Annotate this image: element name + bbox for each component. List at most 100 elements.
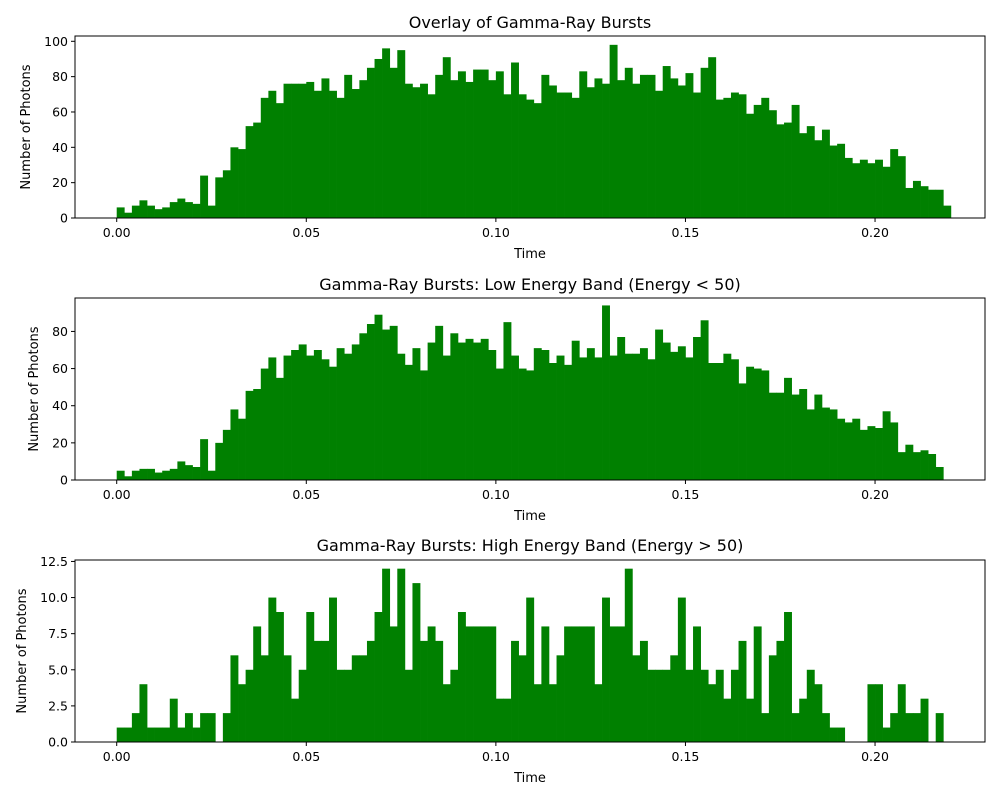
- histogram-bar: [859, 429, 868, 480]
- histogram-bar: [564, 92, 573, 218]
- histogram-bar: [473, 69, 482, 218]
- x-tick-label: 0.15: [672, 749, 700, 764]
- y-axis-label: Number of Photons: [27, 326, 42, 451]
- histogram-bar: [912, 180, 921, 218]
- histogram-bar: [518, 655, 527, 742]
- histogram-bar: [238, 418, 246, 480]
- x-tick-label: 0.00: [103, 749, 131, 764]
- histogram-bar: [556, 655, 565, 742]
- histogram-bar: [639, 74, 648, 219]
- histogram-bar: [632, 655, 641, 742]
- histogram-bar: [230, 655, 239, 742]
- plot-area-frame: [74, 297, 986, 481]
- histogram-bar: [594, 357, 603, 480]
- chart-overlay: Overlay of Gamma-Ray Bursts 0.00 0.05 0.10…: [19, 13, 986, 262]
- histogram-bar: [215, 177, 224, 218]
- y-tick-label: 40: [52, 398, 68, 413]
- histogram-bar: [761, 97, 770, 218]
- histogram-bar: [897, 452, 906, 480]
- histogram-bar: [457, 342, 466, 480]
- histogram-bar: [275, 377, 284, 480]
- histogram-bar: [511, 355, 519, 480]
- histogram-bar: [321, 78, 330, 218]
- x-tick-label: 0.20: [861, 749, 889, 764]
- axis-ticks: 0.00 0.05 0.10 0.15 0.20 0 20 40 60 80: [52, 324, 889, 502]
- y-tick-label: 60: [52, 104, 68, 119]
- x-tick-label: 0.00: [103, 225, 131, 240]
- histogram-bar: [814, 140, 823, 218]
- histogram-bar: [533, 348, 542, 480]
- chart-title: Overlay of Gamma-Ray Bursts: [409, 13, 652, 32]
- histogram-bar: [336, 669, 345, 742]
- histogram-bar: [382, 568, 391, 742]
- histogram-bar: [693, 337, 701, 480]
- histogram-bar: [404, 364, 413, 480]
- histogram-bar: [147, 468, 155, 480]
- histogram-bar: [298, 83, 307, 219]
- histogram-bar: [207, 205, 216, 218]
- histogram-bar: [617, 337, 626, 480]
- histogram-bar: [374, 58, 383, 218]
- histogram-bar: [655, 329, 664, 480]
- histogram-bar: [753, 368, 762, 480]
- histogram-bar: [852, 163, 861, 218]
- histogram-bar: [268, 90, 277, 218]
- histogram-bar: [799, 133, 808, 218]
- histogram-bar: [518, 94, 527, 218]
- histogram-bar: [139, 468, 148, 480]
- histogram-bar: [867, 426, 876, 480]
- histogram-bar: [875, 684, 883, 742]
- histogram-bar: [647, 74, 656, 219]
- histogram-bar: [806, 409, 815, 480]
- histogram-bar: [776, 640, 785, 742]
- histogram-bar: [518, 368, 527, 480]
- x-axis-label: Time: [513, 247, 546, 262]
- histogram-bar: [268, 357, 277, 480]
- histogram-bar: [139, 200, 148, 218]
- histogram-bar: [837, 143, 846, 218]
- histogram-bar: [359, 333, 368, 480]
- histogram-bar: [344, 353, 353, 480]
- histogram-bar: [169, 202, 178, 218]
- histogram-bar: [548, 684, 557, 742]
- histogram-bar: [306, 612, 315, 742]
- histogram-bar: [920, 698, 929, 742]
- histogram-bar: [882, 166, 891, 218]
- histogram-bar: [329, 597, 337, 742]
- histogram-bar: [852, 418, 861, 480]
- histogram-bar: [291, 83, 300, 219]
- histogram-bar: [162, 727, 171, 742]
- histogram-bar: [336, 348, 345, 480]
- histogram-bar: [715, 363, 724, 480]
- x-tick-label: 0.05: [292, 749, 320, 764]
- histogram-bar: [920, 186, 929, 218]
- histogram-bar: [147, 205, 155, 218]
- histogram-bar: [791, 713, 800, 742]
- histogram-bar: [420, 83, 428, 219]
- histogram-bar: [677, 597, 686, 742]
- histogram-bar: [890, 713, 899, 742]
- histogram-bar: [586, 626, 595, 742]
- histogram-bar: [867, 163, 876, 218]
- histogram-bar: [442, 57, 451, 219]
- chart-high-energy: Gamma-Ray Bursts: High Energy Band (Ener…: [15, 536, 986, 786]
- histogram-bar: [200, 439, 209, 480]
- histogram-bar: [548, 363, 557, 480]
- histogram-bar: [662, 66, 671, 218]
- histogram-bar: [389, 325, 398, 480]
- histogram-bar: [746, 113, 755, 218]
- histogram-bar: [298, 344, 307, 480]
- histogram-bar: [177, 727, 186, 742]
- histogram-bar: [230, 147, 239, 218]
- histogram-bar: [677, 346, 686, 480]
- histogram-bar: [609, 626, 618, 742]
- histogram-bar: [435, 640, 444, 742]
- histogram-bar: [207, 713, 216, 742]
- histogram-bar: [867, 684, 876, 742]
- axis-ticks: 0.00 0.05 0.10 0.15 0.20 0 20 40 60 80 100: [44, 34, 889, 240]
- histogram-bar: [564, 626, 573, 742]
- histogram-bar: [799, 389, 808, 480]
- histogram-bar: [829, 727, 838, 742]
- histogram-bar: [791, 104, 800, 218]
- histogram-bar: [511, 62, 519, 218]
